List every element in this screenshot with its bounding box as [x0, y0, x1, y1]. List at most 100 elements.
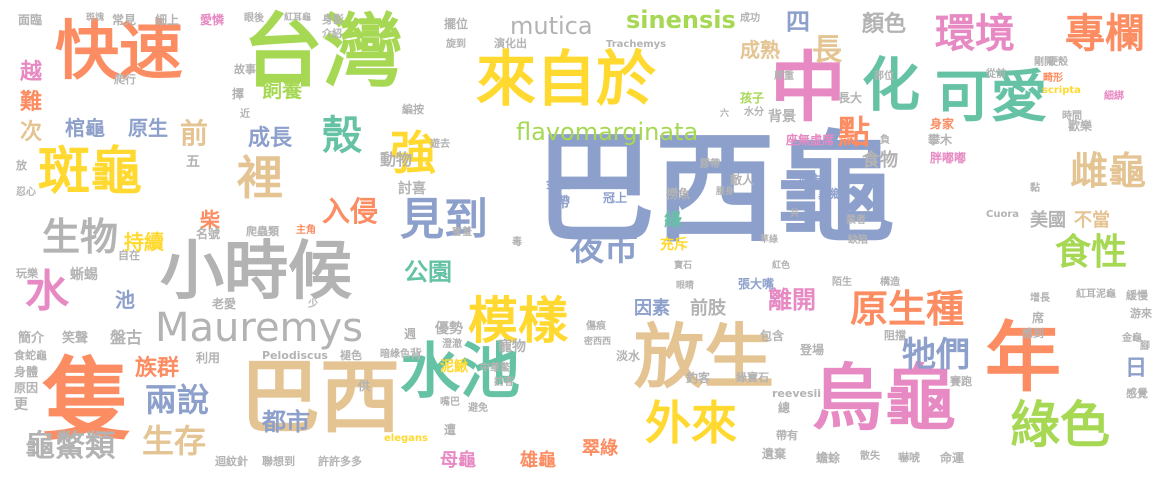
word: 帶有: [776, 429, 798, 442]
word: 草綠: [760, 235, 779, 245]
word: 入侵: [322, 195, 379, 228]
word: Mauremys: [155, 305, 364, 351]
word: 毒: [512, 237, 522, 248]
word: 緩慢: [1126, 289, 1148, 302]
word: 身家: [930, 117, 955, 131]
word: 牠們: [902, 335, 970, 375]
word: 母龜: [440, 450, 476, 471]
word: 原生: [128, 116, 168, 140]
word: 生存: [142, 422, 207, 460]
word: 命運: [940, 451, 965, 465]
word: 自在: [118, 249, 140, 262]
word: 生物: [42, 215, 119, 259]
word: 越: [20, 60, 43, 85]
word: 前: [180, 117, 209, 150]
word: 身影: [322, 13, 344, 26]
word: 老愛: [212, 297, 237, 311]
word: 成長: [248, 126, 293, 151]
word: 環境: [935, 11, 1015, 57]
word: 年: [985, 313, 1061, 402]
word: 爬行: [114, 73, 136, 86]
word: 雄龜: [520, 450, 556, 471]
word: 點: [838, 113, 871, 151]
word: 膠帶: [700, 159, 720, 170]
word: 優勢: [435, 321, 463, 337]
word: 金龜: [1122, 333, 1142, 344]
word: 忍心: [16, 187, 36, 198]
word: 蜥蜴: [70, 267, 98, 283]
word: 簡介: [18, 331, 45, 346]
word: 離開: [768, 286, 816, 314]
word: 面臨: [18, 13, 43, 27]
word: 兩說: [145, 381, 210, 419]
word: 柴: [200, 208, 220, 232]
word: 許許多多: [318, 455, 362, 468]
word: 可愛: [935, 65, 1047, 130]
word: 食性: [1055, 232, 1128, 273]
word: 愛憐: [200, 13, 225, 27]
word: 密西西: [584, 337, 612, 347]
word: 紅耳泥龜: [1076, 289, 1116, 300]
word: 玩樂: [16, 267, 38, 280]
word: 異鄉: [818, 187, 843, 201]
word: 登場: [800, 343, 825, 357]
word: 寵物: [498, 339, 526, 355]
word: 龜鱉類: [25, 429, 115, 464]
word: 嚇唬: [898, 451, 920, 464]
word: 澄澈: [442, 339, 462, 350]
word: 眼後: [244, 13, 264, 24]
word: 褪色: [340, 349, 362, 362]
word: 時間: [1062, 111, 1082, 122]
word: 細上: [155, 13, 180, 27]
word: 飼養: [262, 78, 302, 102]
word: 成熟: [740, 38, 780, 62]
word: 構造: [880, 277, 900, 288]
word: 歡樂: [1068, 119, 1093, 133]
word: 撈魚: [666, 187, 691, 201]
word: 都市: [262, 408, 310, 436]
word: 原因: [14, 381, 39, 395]
word: 水: [25, 266, 69, 317]
word: 常見: [112, 13, 137, 27]
word: mutica: [510, 12, 593, 40]
word: 剛開: [1034, 57, 1054, 68]
word: 遺棄: [762, 447, 787, 461]
word: 暗綠色: [380, 349, 410, 360]
word: 外來: [645, 396, 737, 450]
word: 裡: [237, 151, 283, 205]
word: 介紹: [322, 29, 342, 40]
word: reevesii: [772, 387, 822, 400]
word: 見到: [400, 194, 488, 245]
word: 斑龜: [38, 142, 143, 202]
word: 傷痕: [586, 321, 606, 332]
word: 遭: [444, 423, 457, 437]
word: 訪客: [494, 377, 514, 388]
word: 雌龜: [1070, 149, 1147, 193]
word: 翠綠: [582, 438, 618, 459]
word: 擺位: [444, 17, 469, 31]
word: 烏龜: [812, 356, 957, 440]
word: 因素: [634, 298, 670, 319]
word: 攀木: [928, 133, 953, 147]
word: 台灣: [243, 5, 403, 98]
word: 總: [778, 401, 791, 415]
word: 故事: [234, 63, 256, 76]
word: 背: [410, 347, 423, 361]
word: 殼: [322, 113, 362, 159]
word: 業者: [846, 215, 866, 226]
word: Pelodiscus: [262, 349, 328, 362]
word: 不當: [1074, 210, 1110, 231]
word: 細綁: [1104, 91, 1124, 102]
word: 孩子: [740, 91, 765, 105]
word: 背景: [768, 109, 796, 125]
word: 部位: [874, 71, 894, 82]
word: 來自於: [476, 45, 656, 115]
word: 水池: [400, 337, 520, 407]
word: 胖嘟嘟: [930, 151, 967, 165]
word: 持續: [124, 230, 164, 254]
word: 散失: [860, 451, 880, 462]
word: 前肢: [690, 298, 726, 319]
word: 旋到: [446, 39, 466, 50]
word: flavomarginata: [516, 118, 699, 146]
word: elegans: [384, 433, 428, 444]
